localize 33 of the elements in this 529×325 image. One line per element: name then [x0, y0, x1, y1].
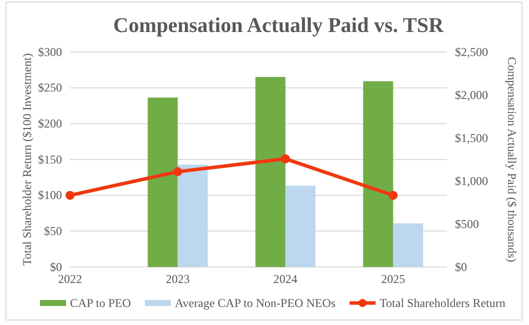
bar	[148, 98, 178, 267]
x-tick-label: 2024	[273, 272, 298, 286]
legend-label: CAP to PEO	[70, 296, 132, 310]
y2-tick-label: $500	[455, 216, 479, 231]
bar	[255, 76, 286, 267]
y2-tick-label: $2,500	[455, 44, 488, 59]
y2-tick-label: $2,000	[455, 88, 488, 102]
bar	[178, 164, 208, 267]
y-tick-label: $300	[38, 44, 62, 59]
point	[66, 190, 74, 200]
y2-tick-label: $0	[455, 260, 467, 274]
bar	[393, 223, 424, 267]
legend-label: Total Shareholders Return	[380, 296, 506, 310]
legend-label: Average CAP to Non-PEO NEOs	[174, 296, 336, 310]
point	[280, 154, 290, 164]
y-tick-label: $250	[38, 80, 62, 95]
chart-title: Compensation Actually Paid vs. TSR	[113, 13, 445, 37]
y2-tick-label: $1,500	[455, 130, 488, 145]
x-tick-label: 2022	[58, 272, 82, 286]
bar	[363, 81, 394, 267]
y-tick-label: $150	[38, 152, 62, 166]
x-tick-label: 2025	[381, 272, 406, 286]
y-axis-title: Total Shareholder Return ($100 Investment)	[20, 53, 34, 266]
y-tick-label: $50	[44, 224, 62, 238]
y2-axis-title: Compensation Actually Paid ($ thousands)	[505, 56, 519, 262]
bar	[285, 186, 316, 267]
y-tick-label: $0	[50, 260, 62, 274]
y2-tick-label: $1,000	[455, 174, 488, 188]
y-tick-label: $200	[38, 116, 62, 131]
x-tick-label: 2023	[166, 272, 190, 286]
point	[173, 167, 182, 176]
y-tick-label: $100	[38, 188, 62, 202]
point	[388, 190, 398, 200]
